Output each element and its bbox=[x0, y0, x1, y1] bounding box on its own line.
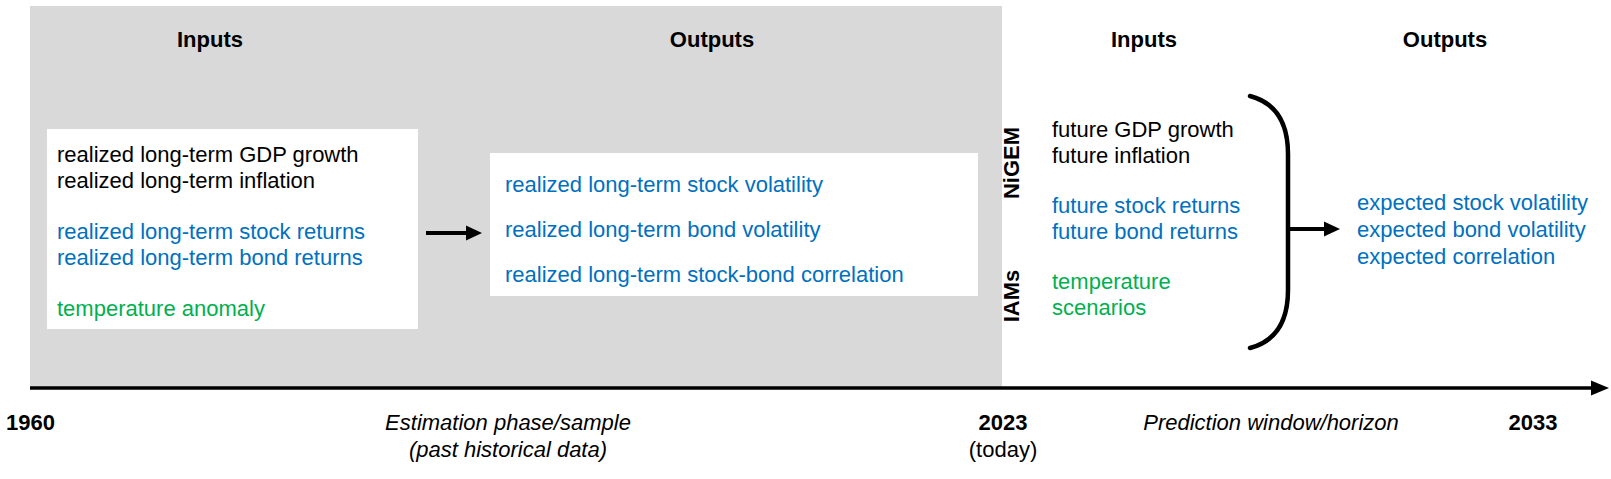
timeline-start-year: 1960 bbox=[6, 409, 76, 436]
iams-model-label: IAMs bbox=[999, 261, 1025, 331]
timeline-axis-icon bbox=[30, 377, 1611, 399]
estimation-inputs-header: Inputs bbox=[110, 27, 310, 53]
market-inputs-group: realized long-term stock returns realize… bbox=[57, 219, 418, 271]
output-line: expected stock volatility bbox=[1357, 189, 1588, 216]
bracket-icon bbox=[1242, 92, 1294, 352]
input-line: temperature anomaly bbox=[57, 296, 418, 322]
prediction-outputs-list: expected stock volatility expected bond … bbox=[1357, 189, 1588, 270]
macro-inputs-group: realized long-term GDP growth realized l… bbox=[57, 142, 418, 194]
estimation-outputs-box: realized long-term stock volatility real… bbox=[490, 153, 978, 296]
timeline-mid-year: 2023 bbox=[928, 409, 1078, 436]
prediction-inputs-header: Inputs bbox=[1044, 27, 1244, 53]
macro-future-group: future GDP growth future inflation bbox=[1052, 117, 1240, 169]
input-line: scenarios bbox=[1052, 295, 1240, 321]
input-line: realized long-term inflation bbox=[57, 168, 418, 194]
arrow-right-icon bbox=[426, 222, 482, 244]
timeline-mid-year-group: 2023 (today) bbox=[928, 409, 1078, 463]
estimation-phase-caption: Estimation phase/sample (past historical… bbox=[358, 409, 658, 463]
estimation-phase-caption-line1: Estimation phase/sample bbox=[358, 409, 658, 436]
timeline-end-year: 2033 bbox=[1483, 409, 1583, 436]
estimation-outputs-header: Outputs bbox=[612, 27, 812, 53]
output-line: expected correlation bbox=[1357, 243, 1588, 270]
timeline-mid-year-sub: (today) bbox=[928, 436, 1078, 463]
prediction-window-caption: Prediction window/horizon bbox=[1121, 409, 1421, 436]
input-line: realized long-term bond returns bbox=[57, 245, 418, 271]
input-line: temperature bbox=[1052, 269, 1240, 295]
arrow-right-icon bbox=[1290, 218, 1340, 240]
input-line: future inflation bbox=[1052, 143, 1240, 169]
figure-canvas: Inputs Outputs realized long-term GDP gr… bbox=[0, 0, 1611, 479]
climate-future-group: temperature scenarios bbox=[1052, 269, 1240, 321]
input-line: future GDP growth bbox=[1052, 117, 1240, 143]
input-line: future bond returns bbox=[1052, 219, 1240, 245]
nigem-model-label: NiGEM bbox=[999, 118, 1025, 208]
output-line: expected bond volatility bbox=[1357, 216, 1588, 243]
input-line: realized long-term GDP growth bbox=[57, 142, 418, 168]
prediction-outputs-header: Outputs bbox=[1345, 27, 1545, 53]
prediction-inputs-list: future GDP growth future inflation futur… bbox=[1052, 117, 1240, 321]
input-line: future stock returns bbox=[1052, 193, 1240, 219]
input-line: realized long-term stock returns bbox=[57, 219, 418, 245]
estimation-phase-caption-line2: (past historical data) bbox=[358, 436, 658, 463]
climate-inputs-group: temperature anomaly bbox=[57, 296, 418, 322]
output-line: realized long-term bond volatility bbox=[505, 207, 978, 252]
market-future-group: future stock returns future bond returns bbox=[1052, 193, 1240, 245]
output-line: realized long-term stock-bond correlatio… bbox=[505, 252, 978, 297]
estimation-inputs-box: realized long-term GDP growth realized l… bbox=[47, 129, 418, 329]
output-line: realized long-term stock volatility bbox=[505, 162, 978, 207]
